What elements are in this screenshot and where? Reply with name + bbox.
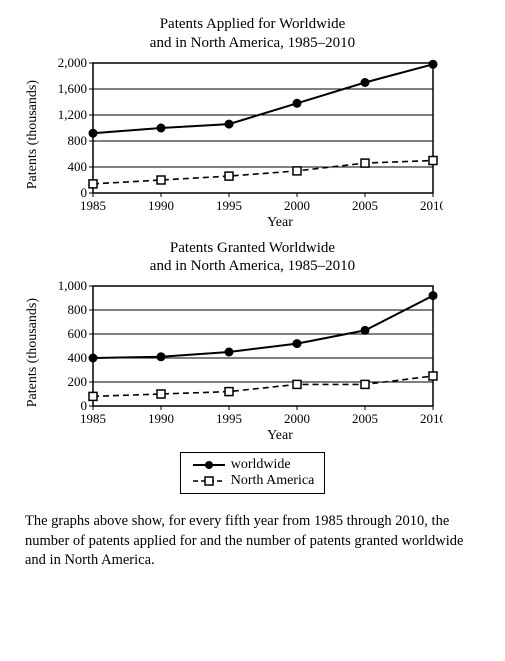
chart2-plot: 02004006008001,0001985199019952000200520… — [43, 280, 443, 426]
svg-text:1990: 1990 — [148, 198, 174, 213]
svg-text:2005: 2005 — [352, 411, 378, 426]
svg-text:2005: 2005 — [352, 198, 378, 213]
chart2-title-line1: Patents Granted Worldwide — [170, 240, 335, 256]
legend-item-na: North America — [191, 473, 315, 489]
svg-text:1985: 1985 — [80, 198, 106, 213]
chart1-title-line1: Patents Applied for Worldwide — [160, 16, 346, 32]
svg-text:1985: 1985 — [80, 411, 106, 426]
chart1-title: Patents Applied for Worldwide and in Nor… — [25, 15, 480, 53]
legend-label-worldwide: worldwide — [231, 457, 291, 473]
svg-text:800: 800 — [68, 133, 88, 148]
legend-label-na: North America — [231, 473, 315, 489]
svg-text:1,200: 1,200 — [58, 107, 87, 122]
svg-text:1,600: 1,600 — [58, 81, 87, 96]
svg-text:2000: 2000 — [284, 411, 310, 426]
svg-text:1995: 1995 — [216, 198, 242, 213]
svg-text:200: 200 — [68, 374, 88, 389]
chart1-ylabel: Patents (thousands) — [25, 80, 41, 189]
chart1-xlabel: Year — [80, 215, 480, 231]
chart1-title-line2: and in North America, 1985–2010 — [150, 35, 355, 51]
svg-text:400: 400 — [68, 159, 88, 174]
chart-applied: Patents Applied for Worldwide and in Nor… — [25, 15, 480, 231]
chart2-xlabel: Year — [80, 428, 480, 444]
svg-text:800: 800 — [68, 302, 88, 317]
svg-text:2010: 2010 — [420, 198, 443, 213]
svg-text:2000: 2000 — [284, 198, 310, 213]
chart2-title-line2: and in North America, 1985–2010 — [150, 258, 355, 274]
chart-granted: Patents Granted Worldwide and in North A… — [25, 239, 480, 445]
chart2-ylabel: Patents (thousands) — [25, 298, 41, 407]
legend-swatch-worldwide — [191, 458, 227, 472]
legend: worldwide North America — [25, 452, 480, 494]
legend-inner: worldwide North America — [180, 452, 326, 494]
chart2-title: Patents Granted Worldwide and in North A… — [25, 239, 480, 277]
caption: The graphs above show, for every fifth y… — [25, 512, 480, 571]
chart1-plot: 04008001,2001,6002,000198519901995200020… — [43, 57, 443, 213]
svg-text:400: 400 — [68, 350, 88, 365]
svg-text:2,000: 2,000 — [58, 57, 87, 70]
legend-swatch-na — [191, 474, 227, 488]
svg-text:1,000: 1,000 — [58, 280, 87, 293]
legend-item-worldwide: worldwide — [191, 457, 315, 473]
svg-text:1990: 1990 — [148, 411, 174, 426]
svg-text:600: 600 — [68, 326, 88, 341]
svg-text:1995: 1995 — [216, 411, 242, 426]
svg-text:2010: 2010 — [420, 411, 443, 426]
